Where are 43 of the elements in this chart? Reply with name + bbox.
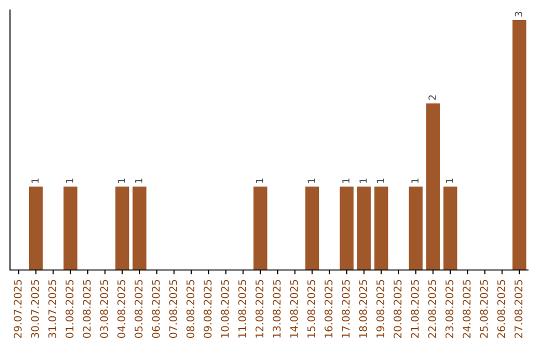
x-tick-label: 05.08.2025 [134, 280, 143, 338]
x-tick-label: 23.08.2025 [445, 280, 454, 338]
x-tick-label: 07.08.2025 [169, 280, 178, 338]
data-label: 2 [428, 95, 436, 100]
x-tick-label: 04.08.2025 [117, 280, 126, 338]
x-tick-label: 01.08.2025 [66, 280, 74, 338]
x-tick-label: 21.08.2025 [410, 280, 419, 338]
x-tick-label: 11.08.2025 [238, 280, 246, 338]
x-tick-label: 30.07.2025 [31, 280, 39, 338]
x-tick-label: 24.08.2025 [462, 280, 471, 338]
x-tick-label: 03.08.2025 [100, 280, 108, 338]
x-tick-label: 31.07.2025 [48, 280, 56, 338]
x-tick-label: 06.08.2025 [152, 280, 160, 338]
data-label: 3 [514, 12, 522, 16]
x-tick-label: 17.08.2025 [342, 280, 350, 338]
x-tick-label: 26.08.2025 [497, 280, 506, 338]
x-tick-label: 25.08.2025 [480, 280, 488, 338]
x-tick-label: 10.08.2025 [220, 280, 229, 338]
data-label: 1 [360, 178, 367, 183]
x-tick-label: 08.08.2025 [186, 280, 194, 338]
x-tick-label: 22.08.2025 [428, 280, 436, 338]
x-tick-label: 09.08.2025 [204, 280, 212, 338]
data-label: 1 [342, 178, 350, 183]
x-tick-label: 19.08.2025 [376, 280, 384, 338]
x-tick-label: 14.08.2025 [290, 280, 298, 338]
x-tick-label: 15.08.2025 [307, 280, 316, 338]
x-tick-label: 13.08.2025 [272, 280, 281, 338]
data-label: 1 [308, 178, 315, 183]
x-tick-label: 20.08.2025 [394, 280, 402, 338]
data-label: 1 [376, 178, 384, 183]
x-tick-label: 12.08.2025 [256, 280, 264, 338]
data-label: 1 [31, 178, 39, 183]
x-tick-label: 27.08.2025 [514, 280, 522, 338]
data-label: 1 [446, 178, 453, 183]
x-tick-label: 16.08.2025 [324, 280, 332, 338]
data-label: 1 [118, 178, 125, 183]
data-label: 1 [135, 178, 142, 183]
x-tick-label: 18.08.2025 [359, 280, 367, 338]
data-label: 1 [256, 178, 264, 183]
data-label: 1 [411, 178, 418, 183]
data-label: 1 [66, 178, 74, 183]
x-tick-label: 29.07.2025 [14, 280, 22, 338]
x-tick-label: 02.08.2025 [82, 280, 91, 338]
